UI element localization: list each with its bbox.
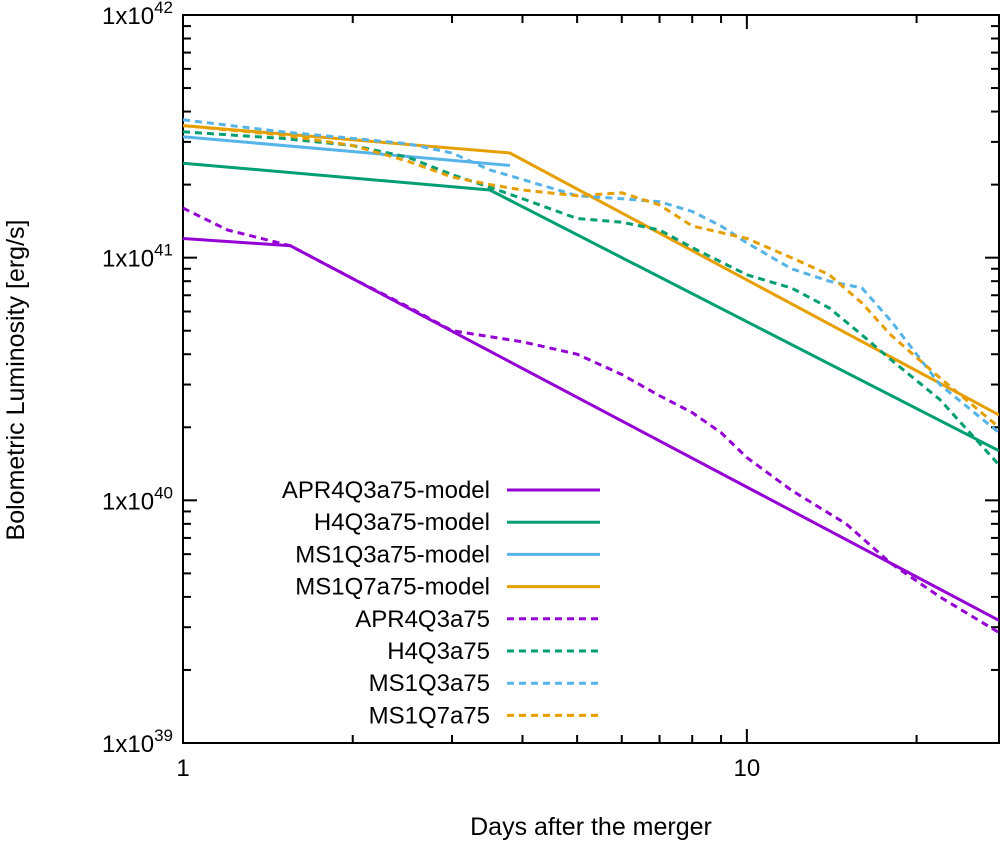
axis-ticks: 1 10 1x1039 1x1040 1x1041 1x1042: [102, 0, 999, 782]
series-line-h4q3a75: [183, 130, 999, 466]
y-axis-label: Bolometric Luminosity [erg/s]: [2, 220, 30, 541]
x-axis-label: Days after the merger: [470, 813, 712, 841]
plot-frame: [182, 14, 1000, 744]
x-tick-label: 1: [176, 755, 189, 782]
series-line-ms1q3a75-model: [183, 135, 511, 167]
legend-label: MS1Q3a75: [369, 670, 490, 697]
y-tick-label: 1x1042: [102, 0, 173, 30]
y-tick-label: 1x1039: [102, 726, 173, 758]
legend-label: H4Q3a75-model: [314, 509, 490, 536]
series-line-ms1q7a75: [183, 124, 999, 429]
legend-label: MS1Q7a75: [369, 702, 490, 729]
legend-label: MS1Q7a75-model: [295, 574, 490, 601]
plot-border: [182, 14, 1000, 744]
y-tick-label: 1x1040: [102, 483, 173, 515]
legend: APR4Q3a75-model H4Q3a75-model MS1Q3a75-mod…: [282, 477, 600, 729]
legend-label: MS1Q3a75-model: [295, 541, 490, 568]
x-tick-label: 10: [734, 755, 761, 782]
y-tick-label: 1x1041: [102, 241, 173, 273]
series-line-apr4q3a75: [183, 206, 999, 634]
series-line-ms1q3a75: [183, 118, 999, 434]
legend-label: APR4Q3a75-model: [282, 477, 490, 504]
series-line-ms1q7a75-model: [183, 124, 999, 417]
legend-label: H4Q3a75: [387, 638, 490, 665]
legend-label: APR4Q3a75: [355, 606, 490, 633]
series-line-h4q3a75-model: [183, 161, 999, 453]
data-series: [183, 118, 999, 634]
